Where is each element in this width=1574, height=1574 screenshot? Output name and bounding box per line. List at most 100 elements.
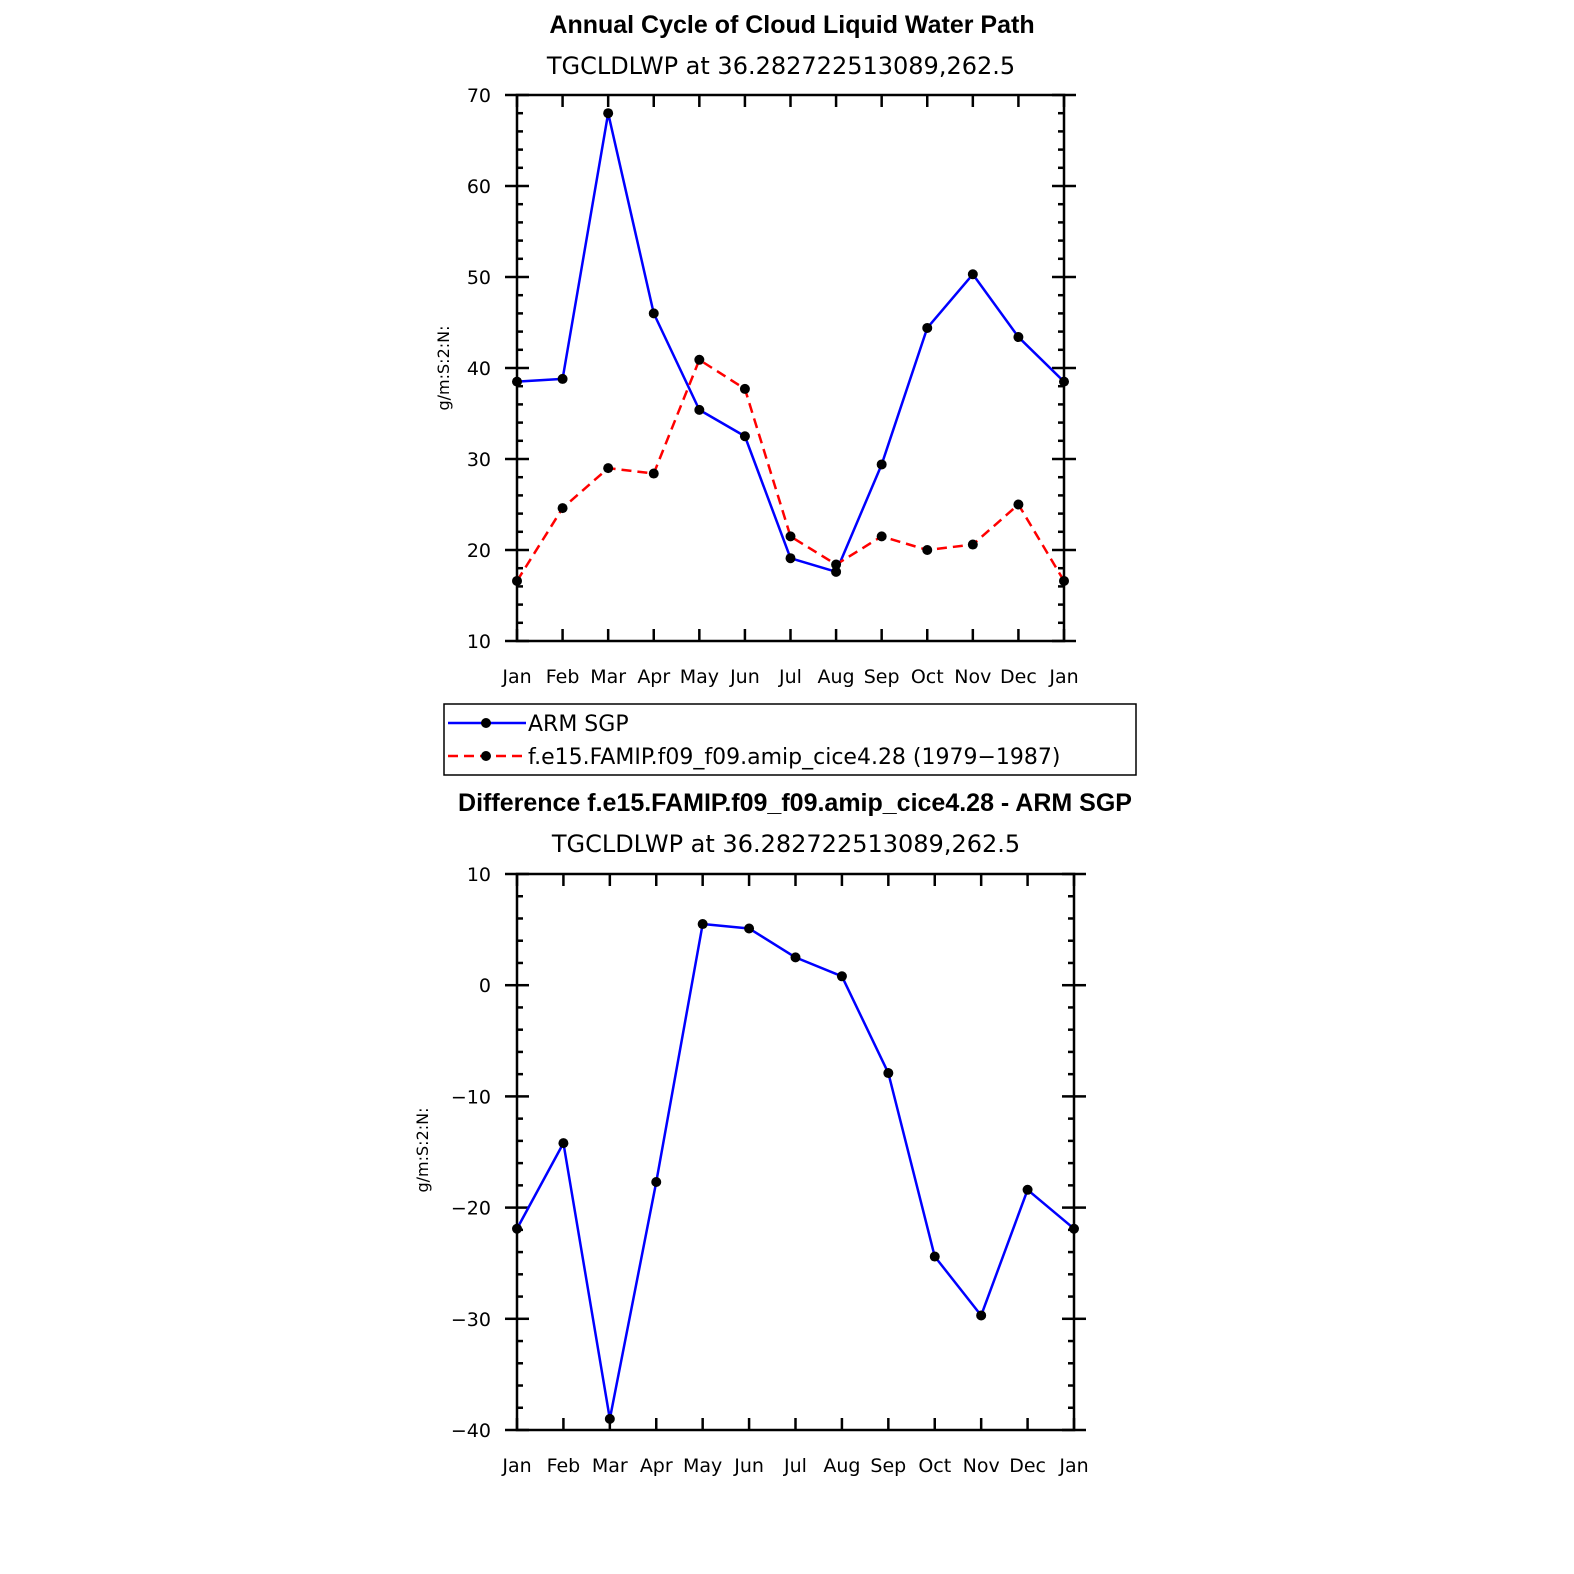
series-1-point xyxy=(1013,499,1024,510)
x-tick-label: Jun xyxy=(733,1455,764,1477)
series-0-point xyxy=(744,923,755,934)
y-tick-label: 30 xyxy=(467,449,491,471)
legend-marker-model xyxy=(481,751,491,761)
legend-marker-arm-sgp xyxy=(481,718,491,728)
x-tick-label: Mar xyxy=(592,1455,628,1477)
x-tick-label: Aug xyxy=(823,1455,860,1477)
series-0-point xyxy=(929,1251,940,1262)
series-1-point xyxy=(1059,575,1069,586)
top-chart-title: Annual Cycle of Cloud Liquid Water Path xyxy=(549,11,1034,39)
series-0-point xyxy=(558,1138,569,1149)
series-1-line xyxy=(515,358,1066,582)
series-0-point xyxy=(883,1068,894,1079)
series-0-point xyxy=(739,431,750,442)
series-0-point xyxy=(976,1310,987,1321)
x-tick-label: Mar xyxy=(590,666,626,688)
y-tick-label: −10 xyxy=(451,1086,491,1108)
x-tick-label: Jan xyxy=(501,1455,531,1477)
series-0-line xyxy=(516,111,1065,574)
top-panel: Annual Cycle of Cloud Liquid Water Path … xyxy=(434,11,1079,688)
top-plot-area: Jan Feb Mar Apr May Jun Jul Aug Sep Oct Nov Dec Jan 1… xyxy=(467,85,1079,688)
x-tick-label: May xyxy=(683,1455,722,1477)
top-y-axis-label: g/m:S:2:N: xyxy=(434,326,453,411)
x-tick-label: Sep xyxy=(864,666,900,688)
series-1-point xyxy=(739,383,750,394)
x-tick-label: Apr xyxy=(640,1455,673,1477)
series-1-point xyxy=(831,559,842,570)
series-0-point xyxy=(557,373,568,384)
bottom-panel: Difference f.e15.FAMIP.f09_f09.amip_cice… xyxy=(413,789,1132,1477)
x-tick-label: Aug xyxy=(818,666,855,688)
series-0-point xyxy=(648,308,659,319)
x-tick-label: Nov xyxy=(954,666,991,688)
x-tick-label: Oct xyxy=(911,666,944,688)
x-tick-label: Feb xyxy=(546,666,580,688)
series-0-line xyxy=(515,922,1075,1421)
series-0-point xyxy=(651,1177,662,1188)
series-0-point xyxy=(1069,1223,1079,1234)
y-tick-label: −30 xyxy=(451,1309,491,1331)
legend-label-model: f.e15.FAMIP.f09_f09.amip_cice4.28 (1979−… xyxy=(528,745,1061,770)
x-tick-label: Nov xyxy=(963,1455,1000,1477)
series-1-point xyxy=(876,531,887,542)
x-tick-label: Jun xyxy=(729,666,760,688)
series-0-point xyxy=(922,322,933,333)
legend-entry-arm-sgp: ARM SGP xyxy=(448,712,629,737)
series-0-point xyxy=(1022,1184,1033,1195)
x-tick-label: Apr xyxy=(637,666,670,688)
x-tick-label: Dec xyxy=(1009,1455,1046,1477)
series-0-point xyxy=(697,919,708,930)
series-1-point xyxy=(785,531,796,542)
series-1-point xyxy=(922,545,933,555)
bottom-chart-subtitle: TGCLDLWP at 36.282722513089,262.5 xyxy=(551,830,1020,858)
y-tick-label: 70 xyxy=(467,85,491,107)
legend-label-arm-sgp: ARM SGP xyxy=(528,712,629,737)
series-0-point xyxy=(790,952,801,963)
bottom-plot-area: Jan Feb Mar Apr May Jun Jul Aug Sep Oct Nov Dec Jan−… xyxy=(451,864,1089,1477)
x-tick-label: Jul xyxy=(778,666,802,688)
y-tick-label: 0 xyxy=(479,975,491,997)
series-0-point xyxy=(512,1223,522,1234)
y-tick-label: 50 xyxy=(467,267,491,289)
x-tick-label: Jan xyxy=(1058,1455,1088,1477)
series-1-point xyxy=(512,575,522,586)
series-0-point xyxy=(1059,376,1069,387)
x-tick-label: Oct xyxy=(918,1455,951,1477)
series-0-point xyxy=(831,566,842,577)
x-tick-label: Dec xyxy=(1000,666,1037,688)
series-0-point xyxy=(836,971,847,982)
y-tick-label: 40 xyxy=(467,358,491,380)
x-tick-label: Sep xyxy=(870,1455,906,1477)
x-tick-label: Jul xyxy=(783,1455,807,1477)
y-tick-label: 10 xyxy=(467,631,491,653)
series-0-point xyxy=(876,459,887,470)
x-tick-label: Feb xyxy=(547,1455,581,1477)
x-tick-label: May xyxy=(680,666,719,688)
bottom-chart-title: Difference f.e15.FAMIP.f09_f09.amip_cice… xyxy=(458,789,1132,817)
x-tick-label: Jan xyxy=(501,666,531,688)
series-0-point xyxy=(603,108,614,119)
bottom-y-axis-label: g/m:S:2:N: xyxy=(413,1108,432,1193)
x-tick-label: Jan xyxy=(1048,666,1078,688)
series-1-point xyxy=(967,539,978,550)
y-tick-label: 20 xyxy=(467,540,491,562)
top-chart-subtitle: TGCLDLWP at 36.282722513089,262.5 xyxy=(546,52,1015,80)
series-0-point xyxy=(1013,332,1024,343)
series-1-point xyxy=(694,354,705,365)
series-0-point xyxy=(512,376,522,387)
series-1-point xyxy=(603,463,614,474)
series-1-point xyxy=(557,503,568,514)
y-tick-label: 60 xyxy=(467,176,491,198)
y-tick-label: 10 xyxy=(467,864,491,886)
series-0-point xyxy=(785,553,796,564)
legend-entry-model: f.e15.FAMIP.f09_f09.amip_cice4.28 (1979−… xyxy=(448,745,1061,770)
legend-box xyxy=(443,703,1137,776)
y-tick-label: −20 xyxy=(451,1198,491,1220)
legend: ARM SGP f.e15.FAMIP.f09_f09.amip_cice4.2… xyxy=(443,703,1137,776)
y-tick-label: −40 xyxy=(451,1420,491,1442)
series-1-point xyxy=(648,468,659,479)
series-0-point xyxy=(694,404,705,415)
series-0-point xyxy=(604,1413,615,1424)
series-0-point xyxy=(967,269,978,280)
